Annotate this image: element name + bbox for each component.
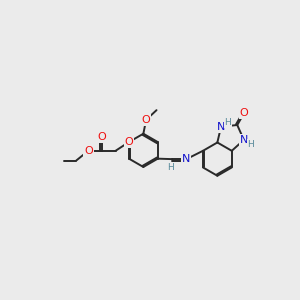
Text: H: H — [225, 118, 231, 127]
Text: N: N — [240, 135, 248, 145]
Text: H: H — [248, 140, 254, 148]
Text: O: O — [84, 146, 93, 156]
Text: H: H — [168, 163, 174, 172]
Text: O: O — [124, 137, 133, 147]
Text: O: O — [97, 132, 106, 142]
Text: N: N — [217, 122, 225, 132]
Text: N: N — [182, 154, 190, 164]
Text: O: O — [240, 108, 248, 118]
Text: O: O — [142, 115, 151, 125]
